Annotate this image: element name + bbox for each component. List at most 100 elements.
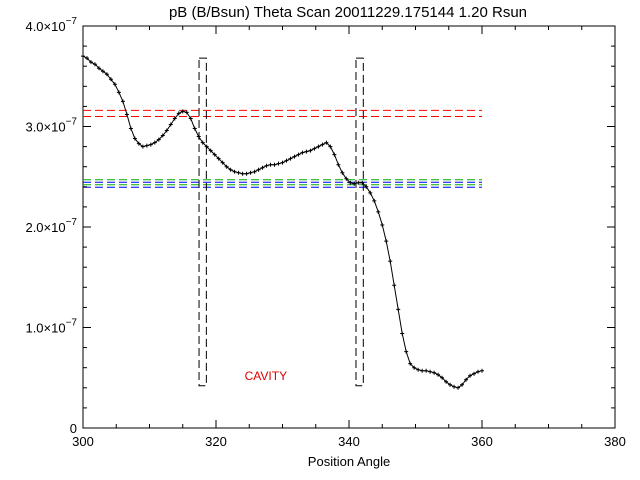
data-point xyxy=(112,82,117,87)
data-point xyxy=(176,111,181,116)
x-tick-label: 380 xyxy=(604,434,626,449)
data-point xyxy=(316,144,321,149)
x-tick-label: 360 xyxy=(471,434,493,449)
data-point xyxy=(224,164,229,169)
data-point xyxy=(184,110,189,115)
data-point xyxy=(116,90,121,95)
data-point xyxy=(100,69,105,74)
data-point xyxy=(200,140,205,145)
data-point xyxy=(292,154,297,159)
y-tick-exponent: −7 xyxy=(66,217,78,228)
data-point xyxy=(188,116,193,121)
data-point xyxy=(424,368,429,373)
y-tick-mantissa: 3.0×10 xyxy=(25,120,65,135)
data-point xyxy=(160,133,165,138)
data-point xyxy=(216,156,221,161)
y-tick-mantissa: 2.0×10 xyxy=(25,220,65,235)
data-point xyxy=(420,368,425,373)
data-point xyxy=(416,367,421,372)
data-point xyxy=(432,370,437,375)
series-line xyxy=(82,55,483,389)
data-point xyxy=(81,54,85,59)
data-point xyxy=(464,377,469,382)
data-point xyxy=(380,222,385,227)
data-point xyxy=(208,148,213,153)
reference-lines xyxy=(83,109,482,188)
data-point xyxy=(156,137,161,142)
data-point xyxy=(480,368,484,373)
data-point xyxy=(124,112,129,117)
cavity-boundary-markers xyxy=(198,57,364,387)
data-point xyxy=(372,198,377,203)
data-point xyxy=(448,382,453,387)
data-point xyxy=(460,382,465,387)
cavity-label: CAVITY xyxy=(245,369,287,383)
data-point xyxy=(120,99,125,104)
chart-title: pB (B/Bsun) Theta Scan 20011229.175144 1… xyxy=(169,4,527,21)
data-point xyxy=(304,149,309,154)
data-point xyxy=(180,109,185,114)
data-point xyxy=(228,167,233,172)
data-point xyxy=(408,361,413,366)
y-tick-exponent: −7 xyxy=(66,318,78,329)
plot-frame xyxy=(82,25,616,429)
data-point xyxy=(320,142,325,147)
y-axis: 01.0×10−72.0×10−73.0×10−74.0×10−7 xyxy=(25,16,615,436)
data-point xyxy=(344,176,349,181)
data-point xyxy=(192,126,197,131)
data-point xyxy=(404,349,409,354)
data-point xyxy=(440,375,445,380)
data-point xyxy=(452,384,457,389)
data-point xyxy=(396,307,401,312)
data-point xyxy=(368,190,373,195)
data-point xyxy=(476,369,481,374)
x-tick-label: 320 xyxy=(205,434,227,449)
data-point xyxy=(376,209,381,214)
y-tick-label: 2.0×10−7 xyxy=(25,217,77,235)
data-point xyxy=(96,66,101,71)
data-point xyxy=(140,144,145,149)
data-point xyxy=(280,160,285,165)
y-tick-label: 3.0×10−7 xyxy=(25,117,77,135)
data-point xyxy=(248,170,253,175)
data-point xyxy=(104,72,109,77)
data-point xyxy=(204,144,209,149)
data-point xyxy=(84,56,89,61)
y-tick-mantissa: 1.0×10 xyxy=(25,321,65,336)
y-tick-mantissa: 0 xyxy=(70,421,77,436)
data-point xyxy=(308,148,313,153)
data-point xyxy=(340,170,345,175)
data-point xyxy=(236,170,241,175)
data-point xyxy=(296,152,301,157)
data-series xyxy=(81,54,484,390)
data-point xyxy=(172,116,177,121)
data-point xyxy=(92,62,97,67)
data-point xyxy=(148,142,153,147)
data-point xyxy=(360,180,365,185)
y-tick-exponent: −7 xyxy=(66,16,78,27)
data-point xyxy=(348,180,353,185)
data-point xyxy=(312,146,317,151)
data-point xyxy=(288,156,293,161)
data-point xyxy=(384,239,389,244)
data-point xyxy=(212,152,217,157)
data-point xyxy=(336,162,341,167)
data-point xyxy=(220,160,225,165)
data-point xyxy=(388,259,393,264)
data-point xyxy=(428,369,433,374)
data-point xyxy=(132,136,137,141)
data-point xyxy=(352,181,357,186)
x-axis: 300 320 340 360 380 xyxy=(72,26,626,449)
data-point xyxy=(324,140,329,145)
data-point xyxy=(244,171,249,176)
x-tick-label: 340 xyxy=(338,434,360,449)
data-point xyxy=(412,365,417,370)
data-point xyxy=(456,385,461,390)
data-point xyxy=(468,373,473,378)
data-point xyxy=(128,126,133,131)
data-point xyxy=(332,152,337,157)
y-tick-label: 0 xyxy=(70,421,77,436)
data-point xyxy=(392,283,397,288)
data-point xyxy=(472,371,477,376)
